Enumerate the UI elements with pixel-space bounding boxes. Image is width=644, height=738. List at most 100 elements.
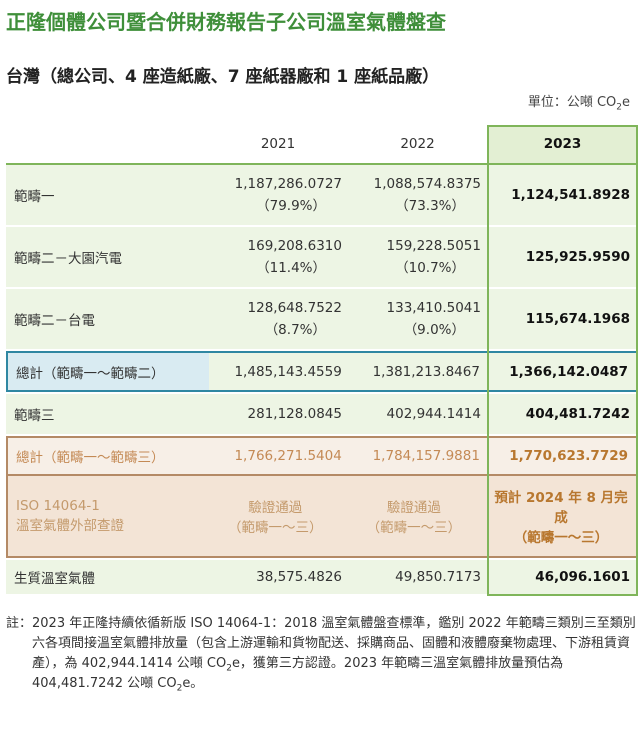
cell: 1,770,623.7729: [486, 438, 636, 474]
footnote: 註： 2023 年正隆持續依循新版 ISO 14064-1：2018 溫室氣體盤…: [6, 614, 636, 694]
table: 2021 2022 2023 範疇一 1,187,286.0727 （79.9%） 1,08…: [6, 125, 638, 596]
table-row: 範疇二－台電 128,648.7522 （8.7%） 133,410.5041 （9.0…: [6, 289, 638, 349]
cell: 159,228.5051 （10.7%）: [348, 227, 487, 287]
cell: 驗證通過 （範疇一～三）: [348, 476, 486, 556]
cell: 38,575.4826: [208, 560, 348, 594]
cell-value: 1,784,157.9881: [372, 448, 480, 464]
cell-value: 159,228.5051: [386, 238, 481, 254]
table-row: ISO 14064-1 溫室氣體外部查證 驗證通過 （範疇一～三） 驗證通過 （範疇一～三…: [6, 476, 638, 558]
row-label: ISO 14064-1 溫室氣體外部查證: [8, 476, 209, 556]
footnote-sub: 2: [176, 683, 183, 694]
cell: 1,088,574.8375 （73.3%）: [348, 165, 487, 225]
cell-note: （10.7%）: [395, 260, 465, 276]
label-text: 生質溫室氣體: [14, 571, 95, 587]
unit-sub: 2: [616, 102, 622, 113]
cell-note: （11.4%）: [256, 260, 326, 276]
cell: 169,208.6310 （11.4%）: [208, 227, 348, 287]
cell-note: （9.0%）: [403, 322, 465, 338]
cell-value: 1,088,574.8375: [373, 176, 481, 192]
footnote-label: 註：: [6, 616, 33, 631]
row-label: 範疇一: [6, 165, 208, 225]
cell-value: 402,944.1414: [386, 406, 481, 422]
header-row: 2021 2022 2023: [6, 125, 638, 165]
cell-value: 1,770,623.7729: [509, 448, 628, 464]
label-text: 範疇一: [14, 189, 55, 205]
column-year: 2022: [400, 136, 435, 152]
cell-value: 49,850.7173: [395, 569, 481, 585]
header-cell: 2022: [348, 125, 487, 163]
title: 正隆個體公司暨合併財務報告子公司溫室氣體盤查: [6, 10, 446, 34]
cell: 1,124,541.8928: [487, 165, 638, 225]
cell: 1,187,286.0727 （79.9%）: [208, 165, 348, 225]
cell: 1,766,271.5404: [209, 438, 348, 474]
cell: 115,674.1968: [487, 289, 638, 349]
footnote-sub: 2: [226, 663, 232, 674]
cell: 402,944.1414: [348, 394, 487, 434]
cell-value: 1,187,286.0727: [234, 176, 342, 192]
footnote-text: 2023 年正隆持續依循新版 ISO 14064-1：2018 溫室氣體盤查標準…: [32, 616, 636, 671]
label-text: 範疇三: [14, 408, 55, 424]
cell: 281,128.0845: [208, 394, 348, 434]
cell-value: 46,096.1601: [535, 569, 630, 585]
header-cell: [6, 125, 208, 163]
header-cell: 2023: [487, 125, 638, 163]
row-label: 總計（範疇一～範疇二）: [8, 353, 209, 390]
cell-note: （79.9%）: [256, 198, 326, 214]
table-row: 範疇三 281,128.0845 402,944.1414 404,481.7242: [6, 394, 638, 434]
unit-text: 單位：公噸 CO: [527, 95, 617, 110]
cell-value: 125,925.9590: [525, 249, 630, 265]
label-text: 範疇二－大園汽電: [14, 251, 122, 267]
row-label: 生質溫室氣體: [6, 560, 208, 594]
footnote-body: 2023 年正隆持續依循新版 ISO 14064-1：2018 溫室氣體盤查標準…: [32, 614, 636, 694]
cell-note: （範疇一～三）: [366, 520, 462, 536]
footnote-text: e。: [182, 676, 204, 691]
label-text: 溫室氣體外部查證: [16, 518, 124, 534]
label-text: ISO 14064-1: [16, 498, 100, 514]
table-row: 總計（範疇一～範疇三） 1,766,271.5404 1,784,157.9881 1…: [6, 436, 638, 476]
table-row: 總計（範疇一～範疇二） 1,485,143.4559 1,381,213.8467 1…: [6, 351, 638, 392]
row-label: 總計（範疇一～範疇三）: [8, 438, 209, 474]
cell: 驗證通過 （範疇一～三）: [209, 476, 348, 556]
cell-value: 驗證通過: [386, 500, 441, 516]
column-year: 2021: [260, 136, 296, 152]
cell: 49,850.7173: [348, 560, 487, 594]
cell-value: 404,481.7242: [525, 406, 630, 422]
cell-note: （範疇一～三）: [228, 520, 323, 536]
cell: 1,784,157.9881: [348, 438, 486, 474]
column-year: 2023: [543, 136, 582, 152]
cell: 125,925.9590: [487, 227, 638, 287]
cell: 46,096.1601: [487, 560, 638, 594]
cell-value: 115,674.1968: [525, 311, 630, 327]
cell-note: （8.7%）: [264, 322, 326, 338]
header-cell: 2021: [208, 125, 348, 163]
label-text: 總計（範疇一～範疇三）: [16, 450, 165, 466]
cell-value: 驗證通過: [248, 500, 303, 516]
unit-text: e: [622, 95, 630, 110]
cell: 404,481.7242: [487, 394, 638, 434]
row-label: 範疇二－大園汽電: [6, 227, 208, 287]
cell-value: 1,124,541.8928: [511, 187, 630, 203]
cell: 1,485,143.4559: [209, 353, 348, 390]
cell-value: 281,128.0845: [247, 406, 342, 422]
table-row: 範疇二－大園汽電 169,208.6310 （11.4%） 159,228.5051 （…: [6, 227, 638, 287]
cell-value: 133,410.5041: [386, 300, 481, 316]
row-label: 範疇二－台電: [6, 289, 208, 349]
cell: 預計 2024 年 8 月完成 （範疇一～三）: [486, 476, 636, 556]
cell: 1,366,142.0487: [486, 353, 636, 390]
cell-value: 1,381,213.8467: [372, 363, 480, 380]
cell: 1,381,213.8467: [348, 353, 486, 390]
cell-value: 1,485,143.4559: [234, 363, 342, 380]
cell-value: 預計 2024 年 8 月完成: [494, 490, 628, 526]
cell-value: 1,366,142.0487: [509, 363, 628, 380]
table-row: 生質溫室氣體 38,575.4826 49,850.7173 46,096.1601: [6, 560, 638, 594]
row-label: 範疇三: [6, 394, 208, 434]
table-row: 範疇一 1,187,286.0727 （79.9%） 1,088,574.8375 （7…: [6, 165, 638, 225]
cell-value: 169,208.6310: [247, 238, 342, 254]
subtitle: 台灣（總公司、4 座造紙廠、7 座紙器廠和 1 座紙品廠）: [6, 67, 440, 87]
cell: 133,410.5041 （9.0%）: [348, 289, 487, 349]
unit: 單位：公噸 CO2e: [528, 91, 630, 113]
cell: 128,648.7522 （8.7%）: [208, 289, 348, 349]
label-text: 範疇二－台電: [14, 313, 95, 329]
cell-value: 128,648.7522: [247, 300, 342, 316]
